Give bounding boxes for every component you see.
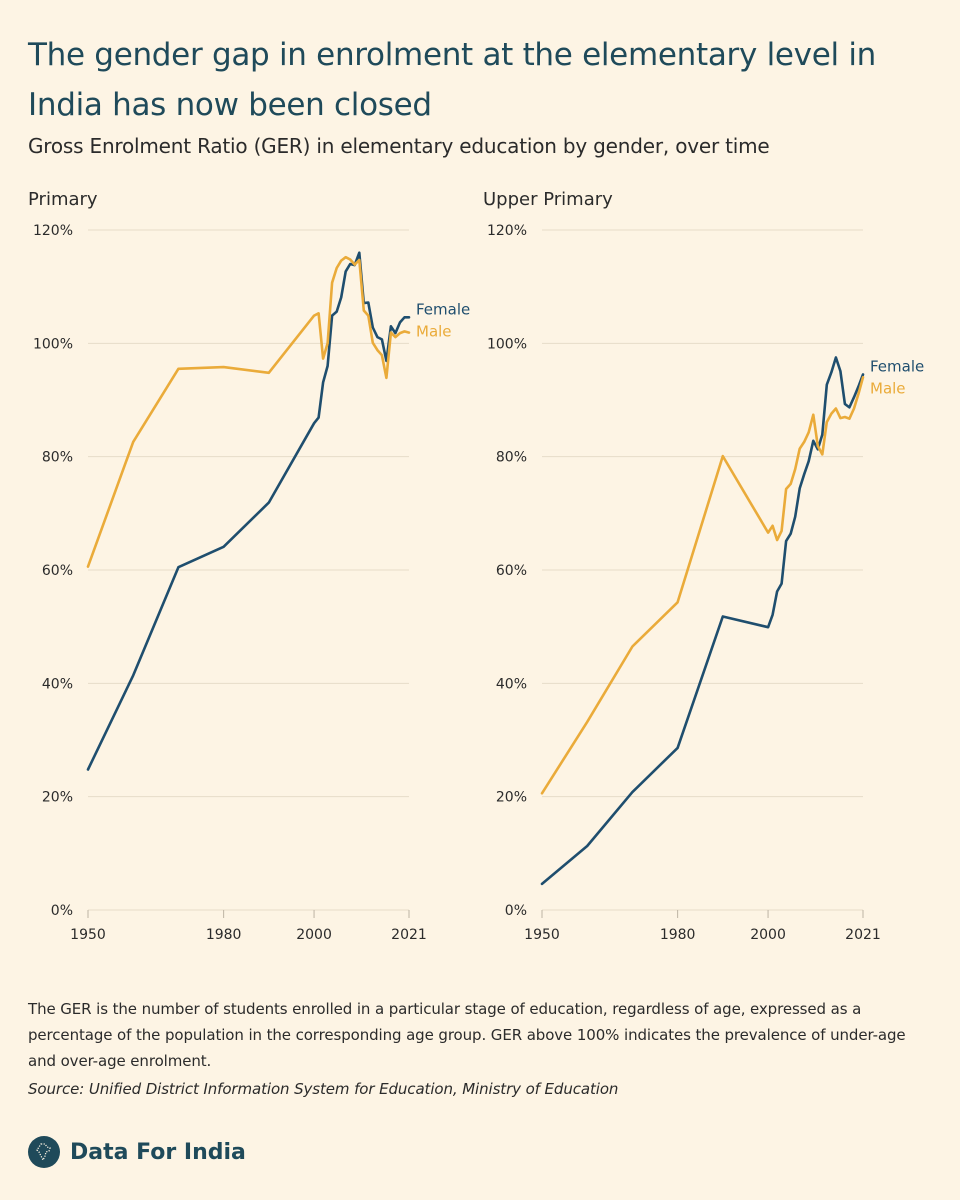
upper-primary-y-tick-label: 60% [496,563,527,579]
primary-y-tick-label: 60% [42,563,73,579]
primary-y-tick-label: 0% [51,903,73,919]
chart-title: The gender gap in enrolment at the eleme… [28,37,877,123]
footnote: The GER is the number of students enroll… [28,1000,906,1070]
india-map-icon [28,1136,60,1168]
primary-male-line [86,255,411,568]
upper-primary-x-tick-label: 1980 [660,927,696,943]
primary-y-tick-label: 40% [42,676,73,692]
primary-x-tick-label: 2021 [391,927,427,943]
upper-primary-y-tick-label: 120% [487,223,527,239]
primary-y-tick-label: 20% [42,790,73,806]
primary-y-tick-label: 120% [33,223,73,239]
primary-y-tick-label: 100% [33,336,73,352]
upper-primary-male-label: Male [870,380,906,398]
upper-primary-male-line [540,376,865,795]
primary-x-tick-label: 1950 [70,927,106,943]
upper-primary-y-tick-label: 40% [496,676,527,692]
source-note: Source: Unified District Information Sys… [28,1080,619,1098]
primary-female-label: Female [416,300,470,318]
upper-primary-x-tick-label: 2000 [750,927,786,943]
upper-primary-y-tick-label: 100% [487,336,527,352]
primary-male-label: Male [416,322,452,340]
primary-x-tick-label: 2000 [296,927,332,943]
primary-y-tick-label: 80% [42,450,73,466]
primary-x-tick-label: 1980 [206,927,242,943]
primary-panel-title: Primary [28,189,98,210]
upper-primary-y-tick-label: 0% [505,903,527,919]
brand: Data For India [28,1136,246,1168]
charts-area: Primary 0% 20% 40% 60% 80% 100% 120% 1950 1980 200… [28,189,924,943]
upper-primary-y-tick-label: 20% [496,790,527,806]
upper-primary-x-tick-label: 1950 [524,927,560,943]
upper-primary-x-tick-label: 2021 [845,927,881,943]
upper-primary-female-label: Female [870,358,924,376]
upper-primary-y-tick-label: 80% [496,450,527,466]
brand-name: Data For India [70,1139,246,1165]
chart-subtitle: Gross Enrolment Ratio (GER) in elementar… [28,134,770,158]
primary-female-line [86,251,411,771]
upper-primary-panel-title: Upper Primary [483,189,613,210]
upper-primary-female-line [540,356,865,886]
